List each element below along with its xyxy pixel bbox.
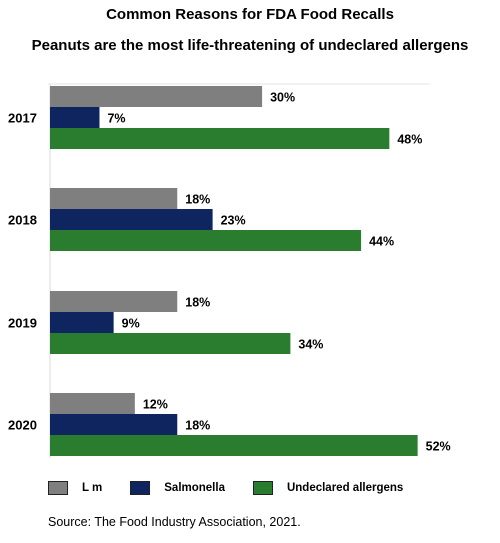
legend-swatch-salmonella xyxy=(130,481,151,495)
bar-undeclared-allergens-2019 xyxy=(50,333,291,354)
data-label-undeclared-allergens-2020: 52% xyxy=(426,440,451,454)
bar-undeclared-allergens-2020 xyxy=(50,435,418,456)
bar-l-m-2019 xyxy=(50,291,178,312)
legend: L m Salmonella Undeclared allergens xyxy=(48,479,431,497)
data-label-salmonella-2020: 18% xyxy=(185,419,210,433)
legend-label-salmonella: Salmonella xyxy=(164,482,225,494)
bar-undeclared-allergens-2017 xyxy=(50,128,390,149)
bar-salmonella-2018 xyxy=(50,209,213,230)
chart-subtitle: Peanuts are the most life-threatening of… xyxy=(31,37,469,54)
data-label-l-m-2019: 18% xyxy=(185,296,210,310)
bar-salmonella-2017 xyxy=(50,107,100,128)
bar-l-m-2020 xyxy=(50,393,135,414)
category-label-2019: 2019 xyxy=(8,316,37,331)
category-label-2018: 2018 xyxy=(8,213,37,228)
bar-l-m-2017 xyxy=(50,86,263,107)
legend-label-lm: L m xyxy=(82,482,103,494)
data-label-undeclared-allergens-2019: 34% xyxy=(298,338,323,352)
data-label-l-m-2017: 30% xyxy=(270,91,295,105)
chart-title: Common Reasons for FDA Food Recalls xyxy=(106,6,394,23)
data-label-salmonella-2018: 23% xyxy=(221,214,246,228)
legend-item-salmonella: Salmonella xyxy=(130,481,225,495)
data-label-salmonella-2017: 7% xyxy=(107,112,125,126)
data-label-undeclared-allergens-2017: 48% xyxy=(397,133,422,147)
data-label-salmonella-2019: 9% xyxy=(122,317,140,331)
data-label-undeclared-allergens-2018: 44% xyxy=(369,235,394,249)
bar-undeclared-allergens-2018 xyxy=(50,230,362,251)
bar-salmonella-2020 xyxy=(50,414,178,435)
bar-salmonella-2019 xyxy=(50,312,114,333)
legend-item-undeclared-allergens: Undeclared allergens xyxy=(252,481,404,495)
legend-swatch-lm xyxy=(48,481,68,495)
bar-chart: 2017 30% 7% 48% 2018 18% 23% 44% 2019 18% 9% 34% 202… xyxy=(8,83,451,458)
data-label-l-m-2020: 12% xyxy=(143,398,168,412)
data-label-l-m-2018: 18% xyxy=(185,193,210,207)
legend-swatch-undeclared-allergens xyxy=(252,481,273,495)
category-label-2017: 2017 xyxy=(8,111,37,126)
legend-label-undeclared-allergens: Undeclared allergens xyxy=(286,482,404,494)
source-note: Source: The Food Industry Association, 2… xyxy=(48,515,301,529)
category-label-2020: 2020 xyxy=(8,418,37,433)
bar-l-m-2018 xyxy=(50,188,178,209)
legend-item-lm: L m xyxy=(48,481,102,495)
